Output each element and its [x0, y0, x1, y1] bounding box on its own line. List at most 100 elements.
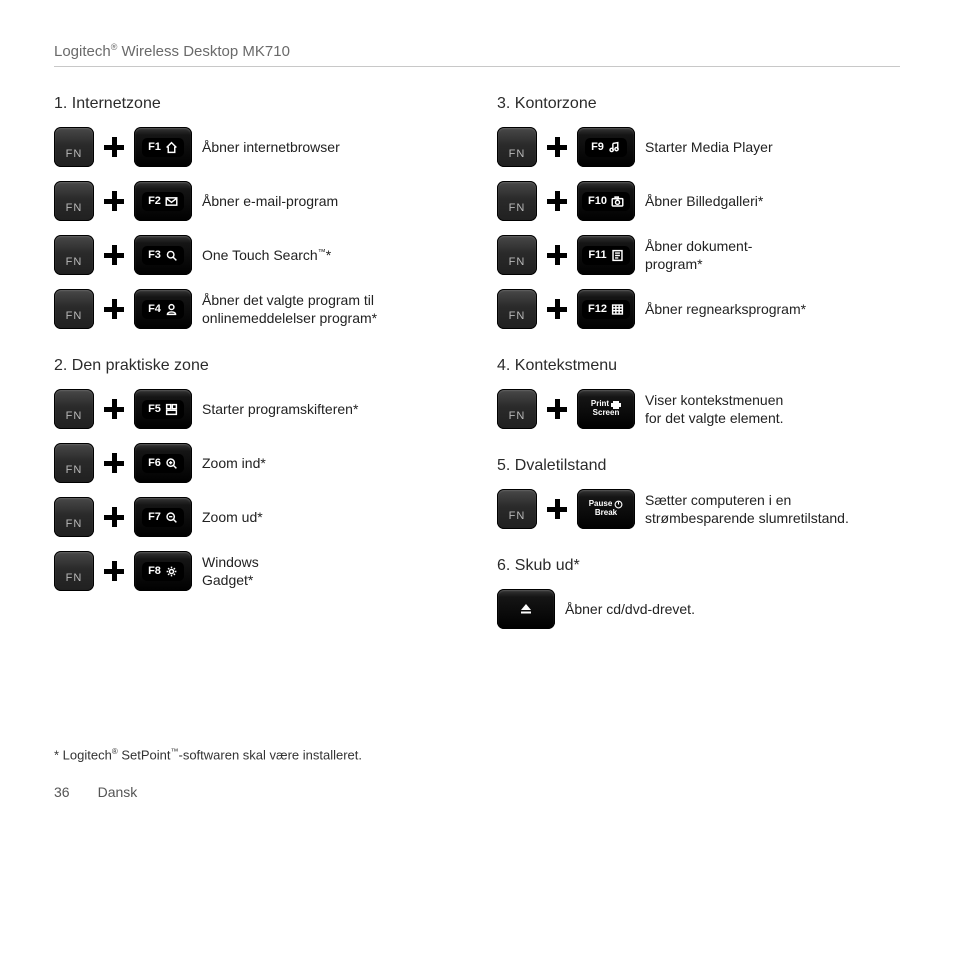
- fkey-f2: F2: [134, 181, 192, 221]
- print-key: Print Screen: [577, 389, 635, 429]
- plus-icon: [547, 399, 567, 419]
- footnote: * Logitech® SetPoint™-softwaren skal vær…: [54, 747, 900, 762]
- fn-key: FN: [497, 181, 537, 221]
- shortcut-row: FN F6 Zoom ind*: [54, 443, 457, 483]
- shortcut-desc: Starter Media Player: [645, 138, 773, 156]
- fn-key: FN: [497, 127, 537, 167]
- fkey-f4: F4: [134, 289, 192, 329]
- fn-key: FN: [54, 181, 94, 221]
- plus-icon: [547, 499, 567, 519]
- fkey-num: F2: [148, 195, 161, 207]
- fn-label: FN: [54, 464, 94, 476]
- fn-label: FN: [54, 256, 94, 268]
- shortcut-desc: Zoom ud*: [202, 508, 263, 526]
- fkey-f8: F8: [134, 551, 192, 591]
- shortcut-desc: Åbner internetbrowser: [202, 138, 340, 156]
- shortcut-row: FN F9 Starter Media Player: [497, 127, 900, 167]
- fkey-f9: F9: [577, 127, 635, 167]
- plus-icon: [104, 453, 124, 473]
- plus-icon: [547, 299, 567, 319]
- shortcut-row: FNF4Åbner det valgte program til onlinem…: [54, 289, 457, 329]
- plus-icon: [104, 245, 124, 265]
- section-title: 5. Dvaletilstand: [497, 457, 900, 475]
- grid-icon: [165, 403, 178, 416]
- fn-label: FN: [497, 410, 537, 422]
- shortcut-row: FNF3One Touch Search™*: [54, 235, 457, 275]
- fn-key: FN: [54, 443, 94, 483]
- shortcut-row: FNF8WindowsGadget*: [54, 551, 457, 591]
- fn-key: FN: [497, 235, 537, 275]
- plus-icon: [104, 191, 124, 211]
- fkey-f11: F11: [577, 235, 635, 275]
- shortcut-row: Åbner cd/dvd-drevet.: [497, 589, 900, 629]
- fkey-num: F5: [148, 403, 161, 415]
- page-number: 36: [54, 784, 70, 800]
- fkey-f6: F6: [134, 443, 192, 483]
- shortcut-desc: Viser kontekstmenuenfor det valgte eleme…: [645, 391, 784, 427]
- shortcut-desc: Zoom ind*: [202, 454, 266, 472]
- shortcut-row: FN F12 Åbner regnearksprogram*: [497, 289, 900, 329]
- shortcut-row: FN F1 Åbner internetbrowser: [54, 127, 457, 167]
- fkey-f12: F12: [577, 289, 635, 329]
- fn-label: FN: [54, 202, 94, 214]
- section-title: 3. Kontorzone: [497, 95, 900, 113]
- plus-icon: [547, 137, 567, 157]
- fkey-num: F8: [148, 565, 161, 577]
- fkey-num: F1: [148, 141, 161, 153]
- fn-key: FN: [54, 551, 94, 591]
- mail-icon: [165, 195, 178, 208]
- eject-key: [497, 589, 555, 629]
- left-column: 1. Internetzone FN F1 Åbner internetbrowser…: [54, 95, 457, 657]
- fkey-num: F9: [591, 141, 604, 153]
- shortcut-row: FNF5Starter programskifteren*: [54, 389, 457, 429]
- shortcut-desc: Åbner Billedgalleri*: [645, 192, 763, 210]
- section: 6. Skub ud* Åbner cd/dvd-drevet.: [497, 557, 900, 629]
- fn-label: FN: [54, 572, 94, 584]
- section-title: 6. Skub ud*: [497, 557, 900, 575]
- shortcut-row: FN Pause Break Sætter computeren i enstrøm…: [497, 489, 900, 529]
- fn-key: FN: [54, 235, 94, 275]
- shortcut-row: FN F11 Åbner dokument-program*: [497, 235, 900, 275]
- shortcut-desc: Åbner dokument-program*: [645, 237, 752, 273]
- shortcut-row: FN F2 Åbner e-mail-program: [54, 181, 457, 221]
- fn-label: FN: [54, 310, 94, 322]
- fkey-f7: F7: [134, 497, 192, 537]
- fn-key: FN: [54, 289, 94, 329]
- fn-key: FN: [54, 389, 94, 429]
- sheet-icon: [611, 303, 624, 316]
- home-icon: [165, 141, 178, 154]
- fn-key: FN: [54, 127, 94, 167]
- shortcut-row: FNF7Zoom ud*: [54, 497, 457, 537]
- plus-icon: [104, 299, 124, 319]
- zoomout-icon: [165, 511, 178, 524]
- shortcut-desc: Sætter computeren i enstrømbesparende sl…: [645, 491, 849, 527]
- page-header: Logitech® Wireless Desktop MK710: [54, 42, 900, 67]
- section-title: 2. Den praktiske zone: [54, 357, 457, 375]
- fn-label: FN: [497, 310, 537, 322]
- shortcut-row: FN Print Screen Viser kontekstmenuenfor de…: [497, 389, 900, 429]
- section-title: 1. Internetzone: [54, 95, 457, 113]
- music-icon: [608, 141, 621, 154]
- page-footer: 36 Dansk: [54, 784, 900, 800]
- fn-key: FN: [497, 489, 537, 529]
- shortcut-desc: Åbner regnearksprogram*: [645, 300, 806, 318]
- section: 1. Internetzone FN F1 Åbner internetbrowser…: [54, 95, 457, 329]
- brand: Logitech: [54, 43, 111, 60]
- search-icon: [165, 249, 178, 262]
- plus-icon: [104, 507, 124, 527]
- fn-label: FN: [54, 148, 94, 160]
- doc-icon: [611, 249, 624, 262]
- pause-key: Pause Break: [577, 489, 635, 529]
- fkey-f1: F1: [134, 127, 192, 167]
- fkey-f3: F3: [134, 235, 192, 275]
- plus-icon: [547, 245, 567, 265]
- shortcut-desc: Åbner cd/dvd-drevet.: [565, 600, 695, 618]
- fkey-num: F6: [148, 457, 161, 469]
- right-column: 3. KontorzoneFNF9Starter Media PlayerFNF…: [497, 95, 900, 657]
- section: 3. KontorzoneFNF9Starter Media PlayerFNF…: [497, 95, 900, 329]
- fn-label: FN: [497, 256, 537, 268]
- fn-label: FN: [497, 148, 537, 160]
- person-icon: [165, 303, 178, 316]
- fn-label: FN: [54, 410, 94, 422]
- shortcut-desc: Åbner e-mail-program: [202, 192, 338, 210]
